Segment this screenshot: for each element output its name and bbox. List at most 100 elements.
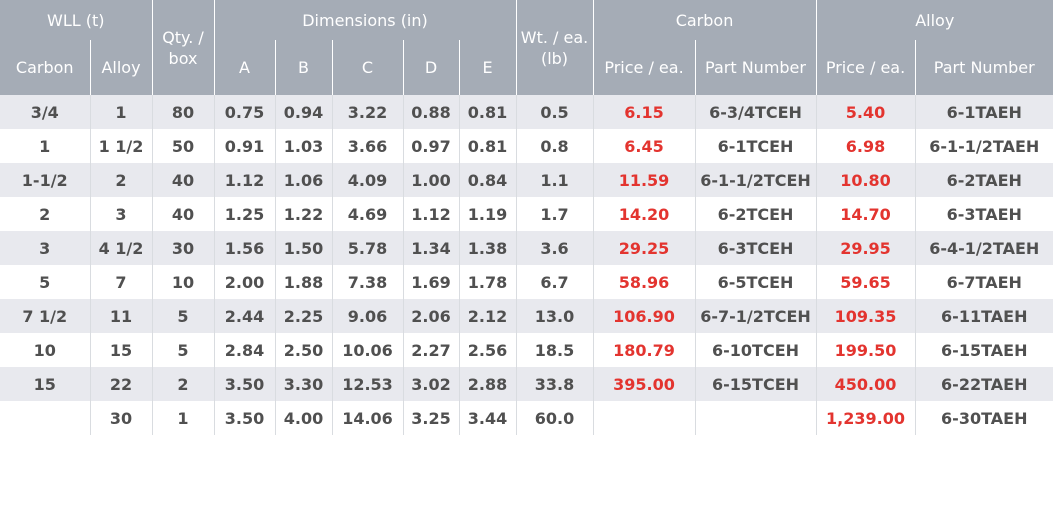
cell-dim-b: 1.22 [275,197,333,231]
cell-alloy-part: 6-1TAEH [915,95,1054,129]
cell-dim-b: 1.03 [275,129,333,163]
cell-alloy-price: 6.98 [816,129,916,163]
cell-alloy-part: 6-3TAEH [915,197,1054,231]
cell-dim-b: 1.50 [275,231,333,265]
header-wll-alloy: Alloy [90,40,153,95]
cell-carbon-part: 6-3TCEH [695,231,817,265]
cell-dim-c: 3.66 [332,129,404,163]
cell-dim-d: 2.06 [403,299,460,333]
header-weight: Wt. / ea. (lb) [516,0,594,95]
cell-dim-a: 3.50 [214,367,276,401]
header-dim-c: C [332,40,404,95]
header-carbon-price: Price / ea. [593,40,696,95]
cell-alloy-price: 109.35 [816,299,916,333]
cell-dim-c: 10.06 [332,333,404,367]
header-dim-b: B [275,40,333,95]
cell-dim-a: 0.91 [214,129,276,163]
header-dim-a: A [214,40,276,95]
cell-dim-a: 2.00 [214,265,276,299]
cell-wll-carbon: 15 [0,367,91,401]
header-carbon-group: Carbon [593,0,817,40]
cell-dim-a: 1.12 [214,163,276,197]
cell-wll-alloy: 1 1/2 [90,129,153,163]
cell-dim-d: 3.02 [403,367,460,401]
cell-dim-d: 1.34 [403,231,460,265]
cell-carbon-price: 29.25 [593,231,696,265]
header-wll: WLL (t) [0,0,153,40]
cell-wll-carbon [0,401,91,435]
cell-dim-e: 0.81 [459,129,517,163]
cell-dim-c: 5.78 [332,231,404,265]
cell-dim-e: 2.56 [459,333,517,367]
header-dim-e: E [459,40,517,95]
cell-dim-a: 3.50 [214,401,276,435]
header-alloy-price: Price / ea. [816,40,916,95]
cell-weight: 6.7 [516,265,594,299]
table-row: 7 1/2 11 5 2.44 2.25 9.06 2.06 2.12 13.0 106.90 6-… [0,299,1054,333]
cell-dim-e: 0.81 [459,95,517,129]
cell-dim-a: 2.44 [214,299,276,333]
product-spec-table: WLL (t) Qty. / box Dimensions (in) Wt. /… [0,0,1054,435]
cell-carbon-part: 6-3/4TCEH [695,95,817,129]
cell-wll-alloy: 11 [90,299,153,333]
cell-alloy-price: 14.70 [816,197,916,231]
cell-carbon-price: 58.96 [593,265,696,299]
cell-wll-alloy: 4 1/2 [90,231,153,265]
cell-wll-alloy: 22 [90,367,153,401]
cell-wll-alloy: 30 [90,401,153,435]
cell-dim-d: 0.97 [403,129,460,163]
cell-dim-b: 2.50 [275,333,333,367]
cell-wll-carbon: 7 1/2 [0,299,91,333]
cell-carbon-part [695,401,817,435]
cell-wll-alloy: 1 [90,95,153,129]
cell-wll-alloy: 7 [90,265,153,299]
cell-weight: 33.8 [516,367,594,401]
cell-carbon-price: 14.20 [593,197,696,231]
cell-alloy-part: 6-30TAEH [915,401,1054,435]
cell-alloy-part: 6-15TAEH [915,333,1054,367]
table-row: 5 7 10 2.00 1.88 7.38 1.69 1.78 6.7 58.96 6-5TCEH 5… [0,265,1054,299]
header-dim-d: D [403,40,460,95]
cell-alloy-part: 6-2TAEH [915,163,1054,197]
cell-carbon-part: 6-10TCEH [695,333,817,367]
header-carbon-part: Part Number [695,40,817,95]
cell-qty: 50 [152,129,215,163]
header-qty: Qty. / box [152,0,215,95]
cell-qty: 10 [152,265,215,299]
cell-dim-e: 1.19 [459,197,517,231]
cell-wll-alloy: 15 [90,333,153,367]
cell-carbon-part: 6-7-1/2TCEH [695,299,817,333]
cell-wll-carbon: 1 [0,129,91,163]
cell-wll-carbon: 3/4 [0,95,91,129]
cell-dim-b: 3.30 [275,367,333,401]
cell-dim-b: 2.25 [275,299,333,333]
cell-dim-e: 1.78 [459,265,517,299]
cell-dim-e: 3.44 [459,401,517,435]
cell-carbon-part: 6-1TCEH [695,129,817,163]
cell-qty: 5 [152,299,215,333]
table-header: WLL (t) Qty. / box Dimensions (in) Wt. /… [0,0,1054,95]
cell-weight: 60.0 [516,401,594,435]
cell-qty: 30 [152,231,215,265]
cell-dim-b: 4.00 [275,401,333,435]
cell-dim-d: 1.12 [403,197,460,231]
cell-wll-carbon: 10 [0,333,91,367]
cell-carbon-part: 6-2TCEH [695,197,817,231]
cell-alloy-price: 450.00 [816,367,916,401]
cell-alloy-price: 59.65 [816,265,916,299]
header-dimensions: Dimensions (in) [214,0,517,40]
cell-carbon-price: 395.00 [593,367,696,401]
cell-dim-b: 0.94 [275,95,333,129]
cell-dim-d: 1.69 [403,265,460,299]
header-wll-carbon: Carbon [0,40,91,95]
cell-dim-c: 12.53 [332,367,404,401]
cell-alloy-price: 29.95 [816,231,916,265]
cell-wll-alloy: 2 [90,163,153,197]
cell-carbon-price: 6.15 [593,95,696,129]
cell-wll-carbon: 2 [0,197,91,231]
cell-qty: 2 [152,367,215,401]
cell-dim-b: 1.06 [275,163,333,197]
cell-alloy-price: 199.50 [816,333,916,367]
